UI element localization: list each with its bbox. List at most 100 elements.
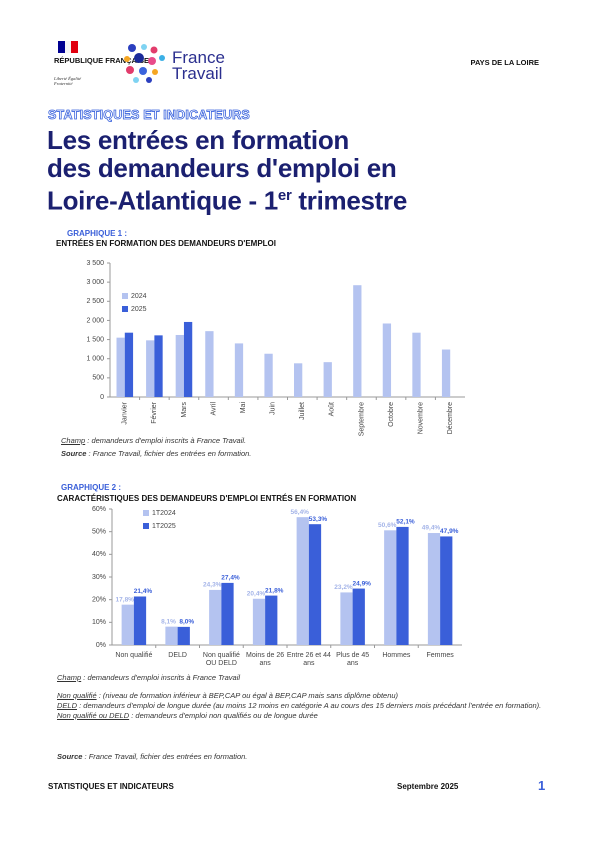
note-label: Champ xyxy=(57,673,82,682)
chart-label: GRAPHIQUE 2 : xyxy=(61,483,122,492)
bar xyxy=(264,353,273,397)
x-tick-label: Novembre xyxy=(417,402,424,434)
title-line: des demandeurs d'emploi en xyxy=(47,153,397,183)
bar xyxy=(146,340,155,397)
title-line: Les entrées en formation xyxy=(47,125,349,155)
x-tick-label: Non qualifié xyxy=(115,652,153,659)
x-tick-label: Février xyxy=(151,401,158,423)
bar xyxy=(183,321,193,397)
marianne-logo xyxy=(58,41,78,53)
bar xyxy=(340,592,353,645)
x-tick-label: Octobre xyxy=(388,402,395,427)
bar xyxy=(175,334,184,397)
bar xyxy=(396,526,409,645)
bar xyxy=(352,588,365,645)
x-tick-label: Femmes xyxy=(426,652,454,659)
bar xyxy=(353,285,362,397)
note-text: : demandeurs d'emploi non qualifiés ou d… xyxy=(131,711,318,720)
bar xyxy=(124,332,134,397)
value-label: 21,4% xyxy=(134,588,153,595)
title-sup: er xyxy=(277,187,292,204)
bar xyxy=(209,589,222,645)
x-tick-label: DELD xyxy=(168,652,187,659)
legend-label: 2025 xyxy=(131,306,147,313)
bar xyxy=(440,536,453,645)
footer-date: Septembre 2025 xyxy=(397,782,459,791)
value-label: 56,4% xyxy=(291,509,310,516)
value-label: 17,8% xyxy=(116,596,135,603)
value-label: 24,3% xyxy=(203,582,222,589)
x-tick-label: Entre 26 et 44 ans xyxy=(286,652,331,667)
y-tick-label: 60% xyxy=(92,506,106,513)
bar xyxy=(265,595,278,645)
x-tick-label: Moins de 26 ans xyxy=(246,652,285,667)
footer-left: STATISTIQUES ET INDICATEURS xyxy=(48,782,174,791)
notes: Champ : demandeurs d'emploi inscrits à F… xyxy=(57,673,547,721)
bar xyxy=(382,323,392,397)
value-label: 50,6% xyxy=(378,522,397,529)
note-label: Non qualifié ou DELD xyxy=(57,711,130,720)
y-tick-label: 50% xyxy=(92,529,106,536)
brand: France Travail xyxy=(172,48,225,83)
bar xyxy=(121,604,134,645)
bar xyxy=(296,517,309,645)
y-tick-label: 500 xyxy=(92,375,104,382)
bar xyxy=(427,533,441,645)
bar xyxy=(234,343,244,397)
bar xyxy=(308,524,322,645)
note-text: : demandeurs d'emploi de longue durée (a… xyxy=(79,701,542,710)
y-tick-label: 0 xyxy=(100,394,104,401)
devise: Liberté Égalité Fraternité xyxy=(54,76,82,86)
x-tick-label: Mars xyxy=(181,402,188,418)
x-tick-label: Avril xyxy=(210,402,217,416)
page-number: 1 xyxy=(538,778,546,793)
note: DELD : demandeurs d'emploi de longue dur… xyxy=(57,701,547,711)
source: Source : France Travail, fichier des ent… xyxy=(61,449,251,458)
chart-title: ENTRÉES EN FORMATION DES DEMANDEURS D'EM… xyxy=(56,239,276,248)
value-label: 47,9% xyxy=(440,528,459,535)
y-tick-label: 10% xyxy=(92,619,106,626)
bar xyxy=(154,335,163,397)
value-label: 49,4% xyxy=(422,525,441,532)
value-label: 8,1% xyxy=(161,618,176,625)
bar xyxy=(412,332,421,397)
region: PAYS DE LA LOIRE xyxy=(470,58,540,67)
x-tick-label: Août xyxy=(329,402,336,416)
chart-title: CARACTÉRISTIQUES DES DEMANDEURS D'EMPLOI… xyxy=(57,494,357,503)
y-tick-label: 1 500 xyxy=(86,336,104,343)
y-tick-label: 3 500 xyxy=(86,260,104,267)
note-label: DELD xyxy=(57,701,78,710)
legend-swatch xyxy=(122,306,128,312)
note-text: : demandeurs d'emploi inscrits à France … xyxy=(87,436,247,445)
legend-swatch xyxy=(143,523,149,529)
note: Non qualifié : (niveau de formation infé… xyxy=(57,691,547,701)
value-label: 52,1% xyxy=(396,519,415,526)
x-tick-label: Non qualifié OU DELD xyxy=(202,652,240,667)
value-label: 27,4% xyxy=(221,575,240,582)
x-tick-label: Septembre xyxy=(358,402,365,436)
bar xyxy=(384,530,397,645)
x-tick-label: Janvier xyxy=(122,401,129,424)
value-label: 24,9% xyxy=(353,580,372,587)
bar xyxy=(221,582,234,645)
value-label: 21,8% xyxy=(265,587,284,594)
note-label: Non qualifié xyxy=(57,691,97,700)
source-text: : France Travail, fichier des entrées en… xyxy=(84,752,248,761)
kicker: STATISTIQUES ET INDICATEURS xyxy=(48,108,251,123)
legend-swatch xyxy=(143,510,149,516)
main-title: Les entrées en formation des demandeurs … xyxy=(47,126,567,215)
x-tick-label: Décembre xyxy=(447,402,454,434)
y-tick-label: 1 000 xyxy=(86,356,104,363)
bar xyxy=(252,598,266,645)
value-label: 20,4% xyxy=(247,590,266,597)
source-text: : France Travail, fichier des entrées en… xyxy=(88,449,252,458)
bar xyxy=(441,349,451,397)
x-tick-label: Plus de 45 ans xyxy=(336,652,370,667)
note: Champ : demandeurs d'emploi inscrits à F… xyxy=(57,673,547,683)
republique: RÉPUBLIQUE FRANÇAISE xyxy=(54,56,150,65)
note-text: : demandeurs d'emploi inscrits à France … xyxy=(83,673,241,682)
x-tick-label: Mai xyxy=(240,402,247,414)
legend-label: 1T2024 xyxy=(152,510,176,517)
source: Source : France Travail, fichier des ent… xyxy=(57,752,247,761)
